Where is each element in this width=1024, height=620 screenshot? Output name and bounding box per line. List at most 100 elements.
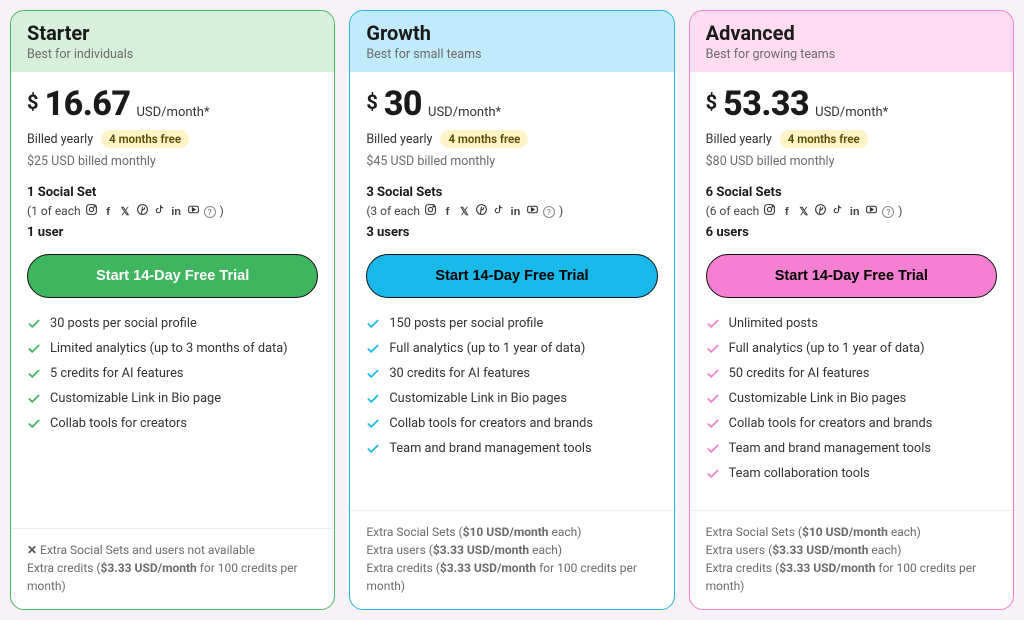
check-icon bbox=[27, 416, 41, 431]
price-unit: USD/month* bbox=[428, 105, 501, 124]
social-sets: 1 Social Set (1 of each f𝕏in? ) 1 user bbox=[27, 185, 318, 240]
billed-yearly-label: Billed yearly bbox=[366, 132, 432, 147]
check-icon bbox=[706, 316, 720, 331]
footer-price: $3.33 USD/month bbox=[779, 561, 875, 575]
currency-symbol: $ bbox=[27, 90, 38, 114]
feature-text: Customizable Link in Bio pages bbox=[729, 391, 907, 406]
feature-item: Team and brand management tools bbox=[706, 441, 997, 456]
start-trial-button[interactable]: Start 14-Day Free Trial bbox=[366, 254, 657, 298]
social-sets: 3 Social Sets (3 of each f𝕏in? ) 3 users bbox=[366, 185, 657, 240]
check-icon bbox=[706, 366, 720, 381]
feature-item: 50 credits for AI features bbox=[706, 366, 997, 381]
pinterest-icon bbox=[814, 203, 827, 219]
tiktok-icon bbox=[492, 203, 505, 219]
check-icon bbox=[706, 441, 720, 456]
alt-price: $45 USD billed monthly bbox=[366, 154, 657, 169]
pinterest-icon bbox=[475, 203, 488, 219]
feature-item: Full analytics (up to 1 year of data) bbox=[366, 341, 657, 356]
check-icon bbox=[366, 316, 380, 331]
footer-line: each) bbox=[529, 543, 562, 557]
feature-item: 150 posts per social profile bbox=[366, 316, 657, 331]
check-icon bbox=[366, 416, 380, 431]
footer-price: $10 USD/month bbox=[802, 525, 888, 539]
check-icon bbox=[27, 341, 41, 356]
check-icon bbox=[706, 341, 720, 356]
pinterest-icon bbox=[136, 203, 149, 219]
footer-line: Extra Social Sets ( bbox=[366, 525, 462, 539]
check-icon bbox=[366, 391, 380, 406]
sets-prefix: (6 of each bbox=[706, 204, 760, 218]
check-icon bbox=[706, 416, 720, 431]
footer-price: $3.33 USD/month bbox=[433, 543, 529, 557]
footer-line: Extra Social Sets ( bbox=[706, 525, 802, 539]
feature-item: Limited analytics (up to 3 months of dat… bbox=[27, 341, 318, 356]
x-icon: 𝕏 bbox=[119, 204, 132, 218]
billing-line: Billed yearly 4 months free bbox=[706, 130, 997, 148]
start-trial-button[interactable]: Start 14-Day Free Trial bbox=[706, 254, 997, 298]
facebook-icon: f bbox=[441, 204, 454, 219]
footer-line: Extra users ( bbox=[366, 543, 433, 557]
check-icon bbox=[706, 391, 720, 406]
price-amount: 53.33 bbox=[723, 84, 809, 124]
feature-list: 150 posts per social profile Full analyti… bbox=[366, 316, 657, 456]
feature-item: Customizable Link in Bio pages bbox=[366, 391, 657, 406]
plan-name: Advanced bbox=[706, 21, 997, 45]
plan-tagline: Best for small teams bbox=[366, 47, 657, 62]
currency-symbol: $ bbox=[706, 90, 717, 114]
price-row: $ 30 USD/month* bbox=[366, 84, 657, 124]
tiktok-icon bbox=[153, 203, 166, 219]
price-unit: USD/month* bbox=[815, 105, 888, 124]
sets-title: 1 Social Set bbox=[27, 185, 318, 200]
facebook-icon: f bbox=[780, 204, 793, 219]
feature-item: Collab tools for creators and brands bbox=[706, 416, 997, 431]
feature-text: 150 posts per social profile bbox=[389, 316, 543, 331]
feature-item: Collab tools for creators and brands bbox=[366, 416, 657, 431]
feature-text: Limited analytics (up to 3 months of dat… bbox=[50, 341, 288, 356]
feature-text: Full analytics (up to 1 year of data) bbox=[729, 341, 925, 356]
feature-item: 30 posts per social profile bbox=[27, 316, 318, 331]
feature-item: Unlimited posts bbox=[706, 316, 997, 331]
feature-item: Team and brand management tools bbox=[366, 441, 657, 456]
feature-text: Collab tools for creators bbox=[50, 416, 187, 431]
users-count: 3 users bbox=[366, 225, 657, 240]
feature-item: Customizable Link in Bio page bbox=[27, 391, 318, 406]
sets-suffix: ) bbox=[898, 204, 902, 218]
alt-price: $25 USD billed monthly bbox=[27, 154, 318, 169]
feature-text: Team and brand management tools bbox=[389, 441, 591, 456]
check-icon bbox=[706, 466, 720, 481]
plan-footer: ✕Extra Social Sets and users not availab… bbox=[11, 528, 334, 609]
check-icon bbox=[366, 366, 380, 381]
linkedin-icon: in bbox=[848, 204, 861, 219]
feature-text: Customizable Link in Bio page bbox=[50, 391, 221, 406]
feature-text: 50 credits for AI features bbox=[729, 366, 870, 381]
footer-price: $3.33 USD/month bbox=[440, 561, 536, 575]
feature-item: Team collaboration tools bbox=[706, 466, 997, 481]
footer-line: Extra Social Sets and users not availabl… bbox=[40, 543, 255, 557]
feature-text: Unlimited posts bbox=[729, 316, 818, 331]
social-icons-row: f𝕏in? bbox=[424, 203, 555, 219]
info-icon: ? bbox=[543, 204, 555, 219]
feature-item: 5 credits for AI features bbox=[27, 366, 318, 381]
check-icon bbox=[27, 366, 41, 381]
price-amount: 16.67 bbox=[44, 84, 130, 124]
users-count: 1 user bbox=[27, 225, 318, 240]
plan-footer: Extra Social Sets ($10 USD/month each) E… bbox=[350, 510, 673, 609]
footer-line: each) bbox=[888, 525, 921, 539]
tiktok-icon bbox=[831, 203, 844, 219]
footer-line: each) bbox=[549, 525, 582, 539]
sets-prefix: (3 of each bbox=[366, 204, 420, 218]
billed-yearly-label: Billed yearly bbox=[706, 132, 772, 147]
billing-line: Billed yearly 4 months free bbox=[366, 130, 657, 148]
feature-item: Customizable Link in Bio pages bbox=[706, 391, 997, 406]
sets-suffix: ) bbox=[220, 204, 224, 218]
social-icons-row: f𝕏in? bbox=[763, 203, 894, 219]
price-row: $ 53.33 USD/month* bbox=[706, 84, 997, 124]
feature-text: 5 credits for AI features bbox=[50, 366, 184, 381]
footer-price: $10 USD/month bbox=[463, 525, 549, 539]
start-trial-button[interactable]: Start 14-Day Free Trial bbox=[27, 254, 318, 298]
plan-name: Starter bbox=[27, 21, 318, 45]
youtube-icon bbox=[526, 203, 539, 219]
feature-text: Team collaboration tools bbox=[729, 466, 870, 481]
instagram-icon bbox=[85, 203, 98, 219]
currency-symbol: $ bbox=[366, 90, 377, 114]
